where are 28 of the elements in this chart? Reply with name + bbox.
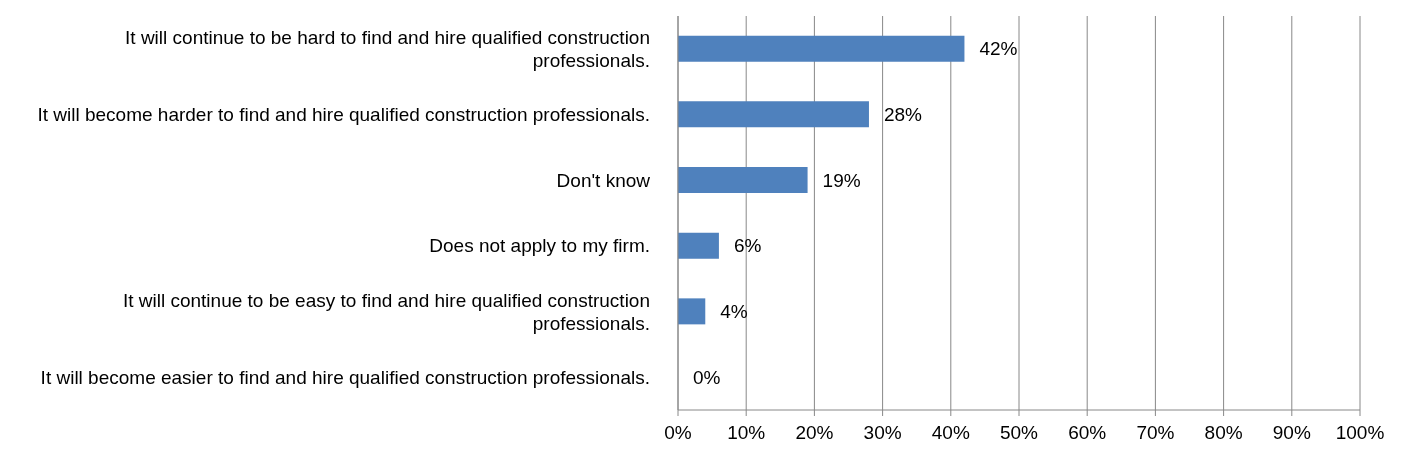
data-label: 42% — [979, 38, 1018, 60]
y-tick-label: It will continue to be hard to find and hire qualified construction professionals. — [125, 26, 650, 71]
x-tick-label: 40% — [931, 422, 970, 444]
x-tick-label: 10% — [727, 422, 766, 444]
bar — [678, 35, 965, 62]
y-tick-label: Does not apply to my firm. — [429, 235, 650, 257]
x-tick-label: 80% — [1204, 422, 1243, 444]
y-tick-label: It will continue to be easy to find and hire qualified construction professionals. — [122, 289, 650, 334]
y-tick-label: Don't know — [556, 169, 651, 191]
x-tick-label: 70% — [1136, 422, 1175, 444]
x-tick-label: 30% — [863, 422, 902, 444]
data-label: 28% — [883, 104, 923, 125]
x-tick-label: 60% — [1068, 422, 1107, 444]
data-label: 19% — [822, 169, 861, 191]
y-tick-label: It will become harder to find and hire qualified construction professionals. — [37, 104, 650, 125]
x-tick-label: 90% — [1272, 422, 1311, 444]
x-tick-label: 50% — [999, 422, 1039, 444]
data-label: 0% — [693, 366, 721, 388]
data-label: 4% — [720, 301, 748, 322]
x-tick-label: 100% — [1335, 422, 1385, 444]
data-label: 6% — [733, 235, 762, 257]
bar — [678, 101, 869, 128]
bar — [678, 167, 808, 194]
x-tick-label: 20% — [795, 422, 834, 444]
bar — [678, 298, 706, 325]
bar — [678, 232, 719, 259]
y-tick-label: It will become easier to find and hire qualified construction professionals. — [40, 366, 650, 388]
x-tick-label: 0% — [664, 422, 692, 444]
